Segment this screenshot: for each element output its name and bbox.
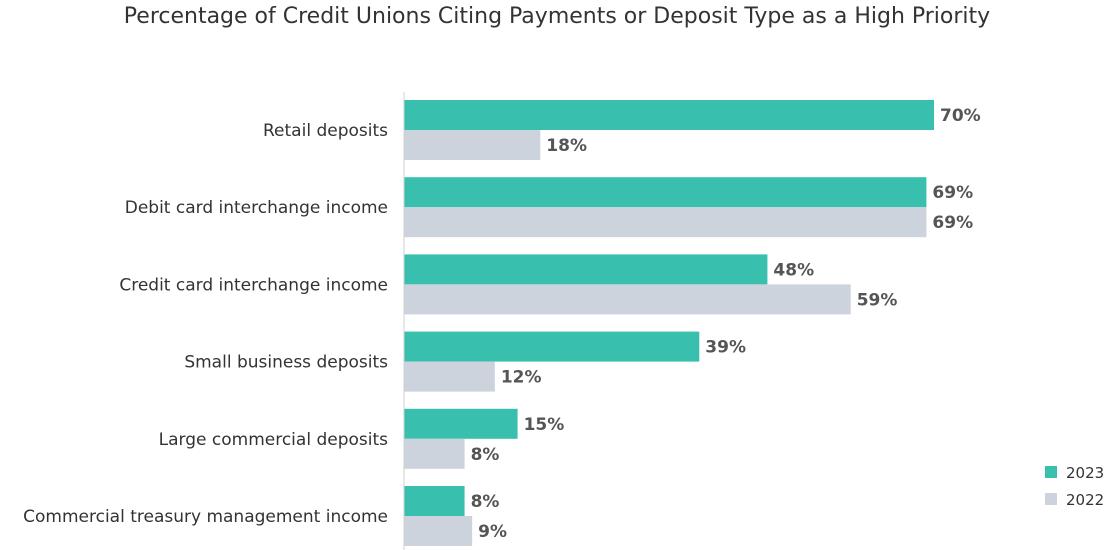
value-label-2022: 12% (501, 368, 542, 388)
value-label-2022: 9% (478, 522, 507, 542)
legend-swatch-2023 (1045, 466, 1057, 478)
bar-2023 (404, 331, 700, 362)
bar-2023 (404, 408, 518, 439)
value-label-2022: 69% (932, 213, 973, 233)
category-labels: Retail deposits Debit card interchange in… (23, 121, 388, 527)
value-label-2023: 39% (705, 338, 746, 358)
category-label: Commercial treasury management income (23, 507, 388, 527)
bar-2022 (404, 438, 465, 469)
value-labels: 70% 18% 69% 69% 48% 59% 39% 12% 15% 8% 8% 9% (471, 106, 981, 542)
value-label-2022: 59% (857, 290, 898, 310)
bar-2022 (404, 284, 851, 315)
legend: 2023 2022 (1045, 464, 1104, 509)
value-label-2023: 70% (940, 106, 981, 126)
bar-2023 (404, 254, 768, 285)
chart-title: Percentage of Credit Unions Citing Payme… (123, 4, 991, 29)
value-label-2022: 18% (546, 136, 587, 156)
legend-swatch-2022 (1045, 493, 1057, 505)
value-label-2023: 15% (524, 415, 565, 435)
bar-2023 (404, 177, 927, 208)
value-label-2022: 8% (471, 445, 500, 465)
bars-layer (404, 100, 934, 546)
category-label: Large commercial deposits (159, 430, 388, 450)
bar-2023 (404, 100, 934, 130)
category-label: Small business deposits (184, 353, 388, 373)
value-label-2023: 48% (773, 260, 814, 280)
bar-2022 (404, 516, 473, 546)
legend-label-2022: 2022 (1066, 491, 1104, 509)
category-label: Retail deposits (263, 121, 388, 141)
legend-label-2023: 2023 (1066, 464, 1104, 482)
value-label-2023: 8% (471, 492, 500, 512)
bar-2023 (404, 486, 465, 516)
bar-2022 (404, 130, 541, 160)
bar-2022 (404, 207, 927, 238)
category-label: Credit card interchange income (119, 275, 388, 295)
category-label: Debit card interchange income (125, 198, 388, 218)
bar-2022 (404, 361, 495, 392)
value-label-2023: 69% (932, 183, 973, 203)
